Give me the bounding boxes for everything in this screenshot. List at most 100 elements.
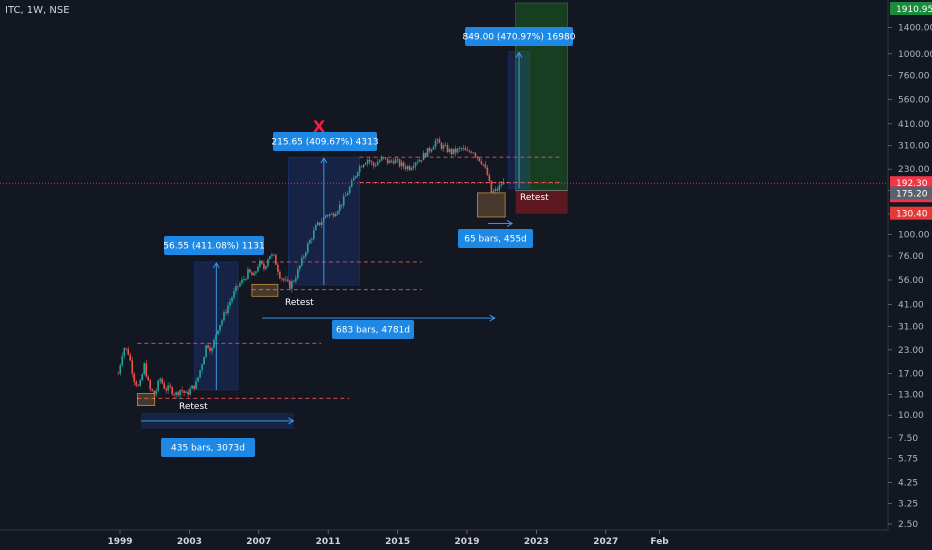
candle-body xyxy=(195,381,197,389)
price-tick-label: 31.00 xyxy=(898,322,924,332)
retest-box xyxy=(477,192,506,218)
candle-body xyxy=(197,377,199,382)
candle-body xyxy=(171,387,173,395)
time-tick-label: 2027 xyxy=(593,537,618,547)
candle-body xyxy=(448,148,451,153)
price-tick-label: 5.75 xyxy=(898,455,918,465)
candle-body xyxy=(322,217,325,222)
candle-body xyxy=(344,195,347,197)
candle-body xyxy=(474,153,477,157)
candle-body xyxy=(412,166,415,168)
candle-body xyxy=(273,254,275,256)
price-tag-entry-text: 175.20 xyxy=(896,190,928,200)
annotations-layer: 435 bars, 3073d 56.55 (411.08%) 1131 215.6… xyxy=(0,27,888,457)
candle-body xyxy=(436,139,439,141)
candle-body xyxy=(223,312,225,321)
candle-body xyxy=(480,161,483,165)
candle-body xyxy=(289,280,291,289)
candle-body xyxy=(490,180,493,193)
price-tick-label: 230.00 xyxy=(898,165,930,175)
candle-body xyxy=(370,161,373,163)
time-axis[interactable]: 1999 2003 2007 2011 2015 2019 2023 2027 Feb xyxy=(0,529,888,547)
candle-body xyxy=(388,160,391,164)
candle-body xyxy=(147,376,149,381)
retest-box xyxy=(251,283,279,297)
price-tick-label: 760.00 xyxy=(898,71,930,81)
candle-body xyxy=(287,279,289,281)
price-axis[interactable]: 2.50 3.25 4.25 5.75 7.50 10.00 13.00 17.00 23.00… xyxy=(887,0,932,550)
symbol-title[interactable]: ITC, 1W, NSE xyxy=(5,5,70,16)
candle-body xyxy=(167,385,169,391)
annotation-label-bg xyxy=(465,27,573,46)
annotation-text: 849.00 (470.97%) 16980 xyxy=(463,33,576,43)
candle-body xyxy=(324,215,327,218)
candle-body xyxy=(137,385,140,387)
candle-body xyxy=(336,211,339,215)
x-marker: X xyxy=(313,117,326,136)
annotation-text: 435 bars, 3073d xyxy=(171,444,245,454)
candle-body xyxy=(251,272,253,276)
candle-body xyxy=(430,149,433,152)
candle-body xyxy=(257,266,259,272)
candle-body xyxy=(380,157,383,161)
candle-body xyxy=(219,324,221,331)
candle-body xyxy=(438,139,441,144)
candle-body xyxy=(424,152,427,158)
candle-body xyxy=(420,159,423,161)
annotation-label-bg xyxy=(458,229,533,248)
candle-body xyxy=(199,370,201,378)
time-tick-label: 2007 xyxy=(246,537,271,547)
candle-body xyxy=(400,162,403,167)
candle-body xyxy=(117,373,120,375)
candle-body xyxy=(259,260,261,267)
candle-body xyxy=(410,167,413,171)
candle-body xyxy=(215,334,217,340)
range-arrowhead xyxy=(506,220,513,227)
time-tick-label: 2015 xyxy=(385,537,410,547)
candle-body xyxy=(450,148,453,155)
candle-body xyxy=(221,320,223,325)
price-tick-label: 7.50 xyxy=(898,434,918,444)
candle-body xyxy=(456,148,459,153)
candle-body xyxy=(406,166,409,169)
annotation-label: 683 bars, 4781d xyxy=(332,320,414,339)
candle-body xyxy=(169,385,171,388)
candle-body xyxy=(279,271,281,279)
price-tick-label: 410.00 xyxy=(898,120,930,130)
candle-body xyxy=(482,164,485,165)
candle-body xyxy=(161,378,163,384)
price-tick-label: 1400.00 xyxy=(898,23,932,33)
annotation-label: 435 bars, 3073d xyxy=(161,438,255,457)
price-tick-label: 100.00 xyxy=(898,231,930,241)
price-tag-stop-text: 130.40 xyxy=(896,210,928,220)
candle-body xyxy=(496,189,499,191)
candle-body xyxy=(338,204,341,212)
candle-body xyxy=(227,305,229,313)
candle-body xyxy=(135,381,138,386)
candle-body xyxy=(382,157,385,159)
candle-body xyxy=(372,162,375,166)
candle-body xyxy=(271,254,273,256)
candle-body xyxy=(235,286,237,292)
candle-body xyxy=(358,166,361,173)
price-tick-label: 310.00 xyxy=(898,142,930,152)
candle-body xyxy=(392,161,395,164)
annotation-text: 56.55 (411.08%) 1131 xyxy=(163,242,264,252)
retest-label: Retest xyxy=(285,298,314,308)
candle-body xyxy=(498,184,501,191)
candle-body xyxy=(247,269,249,279)
candle-body xyxy=(191,385,193,389)
candle-body xyxy=(127,349,130,355)
price-tick-label: 17.00 xyxy=(898,370,924,380)
candle-body xyxy=(263,263,265,269)
range-arrowhead xyxy=(489,314,496,322)
candle-body xyxy=(440,143,443,149)
candle-body xyxy=(295,278,297,282)
price-tick-label: 4.25 xyxy=(898,478,918,488)
candle-body xyxy=(374,165,377,167)
candle-body xyxy=(328,214,331,216)
candle-body xyxy=(368,159,371,162)
dashed-levels xyxy=(137,156,563,399)
price-tag-entry: 175.20 xyxy=(890,186,932,200)
